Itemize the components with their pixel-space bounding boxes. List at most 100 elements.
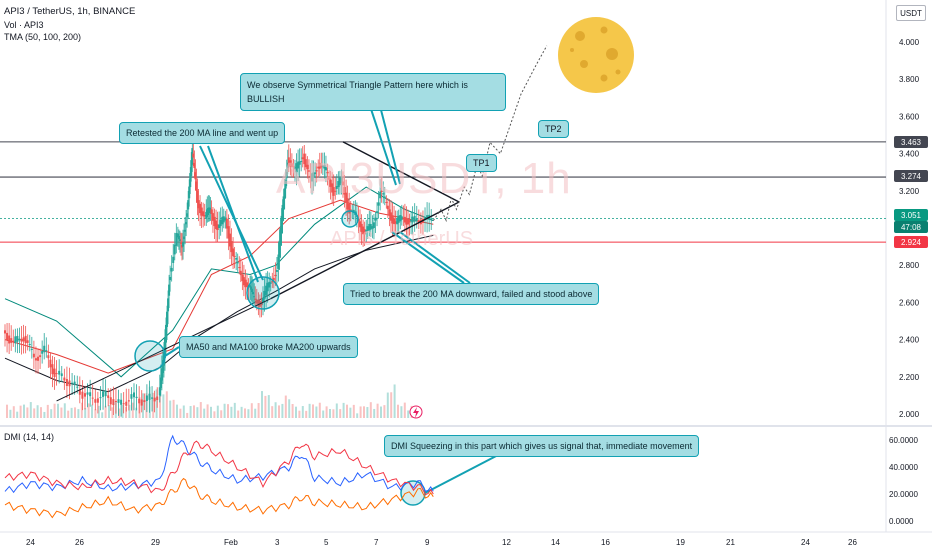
price-tag: 3.051 xyxy=(894,209,928,221)
volume-bar xyxy=(250,403,253,418)
candle-body xyxy=(199,203,202,214)
moon-disc xyxy=(558,17,634,93)
candle-body xyxy=(365,230,368,232)
volume-bar xyxy=(172,399,175,418)
candle-body xyxy=(186,213,189,217)
candle-body xyxy=(63,377,66,381)
volume-bar xyxy=(244,408,246,418)
candle-body xyxy=(292,166,295,168)
currency-badge[interactable]: USDT xyxy=(896,5,926,21)
candle-body xyxy=(385,201,388,203)
candle-body xyxy=(309,175,312,177)
candle-body xyxy=(235,258,238,260)
candle-body xyxy=(279,227,282,246)
candle-body xyxy=(73,381,76,385)
candle-body xyxy=(145,395,148,401)
candle-body xyxy=(391,215,394,224)
candle-body xyxy=(274,274,277,277)
candle-body xyxy=(253,296,256,298)
volume-bar xyxy=(16,411,19,418)
volume-bar xyxy=(339,409,342,418)
candle-body xyxy=(326,172,329,174)
callout-pointer xyxy=(391,231,465,284)
candle-body xyxy=(289,160,292,168)
candle-body xyxy=(254,298,257,300)
volume-bar xyxy=(101,412,104,418)
candle-body xyxy=(196,190,199,203)
candle-body xyxy=(239,270,242,276)
callout-pointer xyxy=(379,105,401,185)
volume-bar xyxy=(393,384,396,418)
candle-body xyxy=(127,400,130,402)
tma-legend[interactable]: TMA (50, 100, 200) xyxy=(4,32,82,42)
volume-bar xyxy=(60,407,63,418)
candle-body xyxy=(317,166,320,169)
candle-body xyxy=(252,292,255,295)
annotation-circle xyxy=(341,210,359,228)
candle-body xyxy=(382,193,385,195)
volume-bar xyxy=(131,402,134,418)
candle-body xyxy=(314,172,317,175)
volume-legend[interactable]: Vol · API3 xyxy=(4,20,44,30)
volume-bar xyxy=(121,404,124,418)
candle-body xyxy=(307,170,310,172)
volume-bar xyxy=(182,405,185,418)
candle-body xyxy=(193,162,196,169)
candle-body xyxy=(399,215,402,222)
tp1-label: TP1 xyxy=(466,154,497,172)
candle-body xyxy=(331,183,334,193)
candle-body xyxy=(125,401,128,406)
volume-bar xyxy=(57,403,59,418)
candle-body xyxy=(262,297,264,303)
volume-bar xyxy=(271,406,274,418)
volume-bar xyxy=(254,408,257,418)
candle-body xyxy=(202,211,205,217)
candle-body xyxy=(183,236,186,240)
candle-body xyxy=(180,244,183,248)
volume-bar xyxy=(118,408,121,418)
volume-bar xyxy=(145,393,148,418)
dmi-axis-tick: 20.0000 xyxy=(889,490,918,499)
candle-body xyxy=(18,338,21,341)
symbol-legend[interactable]: API3 / TetherUS, 1h, BINANCE xyxy=(4,6,136,17)
candle-body xyxy=(107,395,110,398)
volume-bar xyxy=(6,404,8,418)
volume-bar xyxy=(386,392,389,418)
candle-body xyxy=(369,224,372,230)
candle-body xyxy=(148,393,151,400)
candle-body xyxy=(22,337,25,342)
candle-body xyxy=(207,207,210,215)
candle-body xyxy=(266,282,269,292)
volume-bar xyxy=(295,406,297,418)
volume-bar xyxy=(97,405,100,418)
candle-body xyxy=(133,392,135,398)
volume-bar xyxy=(199,402,202,418)
volume-bar xyxy=(247,409,250,418)
candle-body xyxy=(304,159,307,168)
candle-body xyxy=(41,350,44,354)
candle-body xyxy=(81,391,84,399)
dmi-axis-tick: 60.0000 xyxy=(889,436,918,445)
volume-bar xyxy=(264,395,267,418)
candle-body xyxy=(244,279,247,288)
candle-body xyxy=(282,196,285,210)
candle-body xyxy=(224,217,227,221)
volume-bar xyxy=(23,404,25,418)
candle-body xyxy=(408,220,411,223)
annotation-circle xyxy=(246,276,280,310)
candle-body xyxy=(360,223,363,232)
candle-body xyxy=(272,277,275,281)
candle-body xyxy=(216,224,219,231)
volume-bar xyxy=(366,407,369,418)
volume-bar xyxy=(274,402,277,418)
dmi-legend[interactable]: DMI (14, 14) xyxy=(4,432,55,442)
time-axis-tick: 26 xyxy=(848,538,857,547)
candle-body xyxy=(209,207,212,212)
candle-body xyxy=(175,232,178,246)
candle-body xyxy=(406,219,409,225)
volume-bar xyxy=(383,405,386,418)
volume-bar xyxy=(240,406,243,418)
ma-cross-note: MA50 and MA100 broke MA200 upwards xyxy=(179,336,358,358)
candle-body xyxy=(211,213,214,221)
time-axis-tick: 5 xyxy=(324,538,329,547)
